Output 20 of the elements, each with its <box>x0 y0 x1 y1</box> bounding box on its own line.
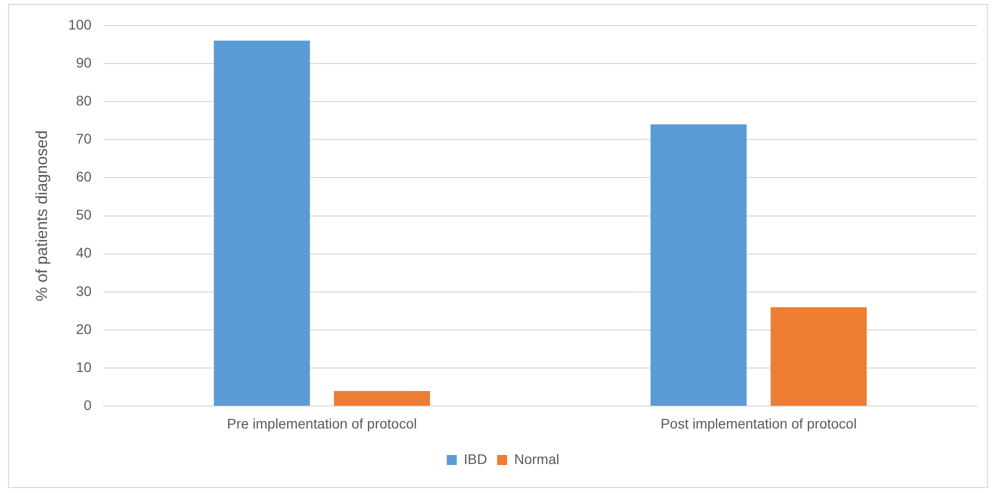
y-tick-label: 100 <box>68 16 92 32</box>
y-tick-label: 50 <box>76 206 92 223</box>
y-tick-label: 70 <box>76 130 92 146</box>
y-tick-label: 0 <box>84 397 92 414</box>
bar <box>650 124 747 406</box>
y-tick-label: 80 <box>76 92 92 108</box>
legend-label: IBD <box>464 450 488 467</box>
y-tick-label: 60 <box>76 168 92 185</box>
y-tick-label: 20 <box>76 320 92 337</box>
bar <box>214 40 310 406</box>
x-tick-label: Post implementation of protocol <box>660 415 857 432</box>
y-tick-label: 40 <box>76 244 92 261</box>
y-tick-label: 90 <box>76 54 92 70</box>
legend-label: Normal <box>514 450 560 467</box>
y-tick-label: 30 <box>76 282 92 299</box>
bar <box>770 307 867 406</box>
y-tick-label: 10 <box>76 358 92 375</box>
x-tick-label: Pre implementation of protocol <box>226 415 417 432</box>
y-axis-title: % of patients diagnosed <box>34 130 52 302</box>
bar <box>334 390 430 406</box>
